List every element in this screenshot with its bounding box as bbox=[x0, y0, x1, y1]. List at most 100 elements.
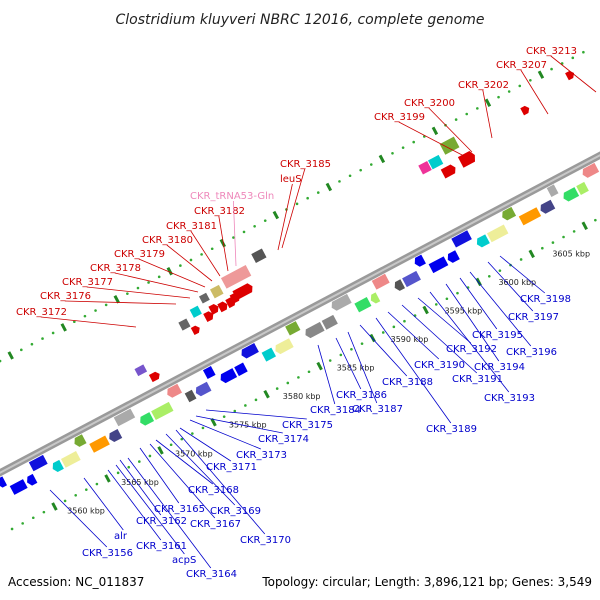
gene-arrow bbox=[565, 70, 575, 81]
gene-label: CKR_3190 bbox=[414, 360, 465, 371]
tick-dot bbox=[498, 269, 502, 272]
leader-line bbox=[281, 168, 306, 249]
gene-arrow bbox=[52, 459, 64, 472]
map-title: Clostridium kluyveri NBRC 12016, complet… bbox=[115, 12, 484, 28]
tick-dot bbox=[454, 118, 458, 121]
gene-feature bbox=[371, 273, 390, 290]
tick-dot bbox=[487, 274, 491, 278]
gene-label: CKR_3172 bbox=[16, 307, 67, 318]
gene-label: CKR_3169 bbox=[210, 506, 261, 517]
leader-line bbox=[445, 283, 500, 362]
leader-line bbox=[387, 311, 440, 360]
tick-dot bbox=[403, 319, 406, 323]
tick-mark bbox=[484, 98, 492, 107]
genome-backbone bbox=[0, 151, 600, 477]
tick-mark bbox=[528, 249, 535, 259]
scale-label: 3565 kbp bbox=[121, 478, 159, 487]
gene-label: CKR_3176 bbox=[40, 291, 91, 302]
gene-label: CKR_3177 bbox=[62, 277, 113, 288]
tick-dot bbox=[147, 281, 150, 284]
tick-dot bbox=[541, 246, 544, 250]
outer-tick-track bbox=[0, 50, 585, 363]
gene-arrow bbox=[203, 311, 214, 323]
tick-dot bbox=[127, 465, 131, 469]
tick-dot bbox=[42, 510, 46, 514]
tick-dot bbox=[169, 443, 173, 447]
leader-line bbox=[190, 230, 221, 277]
gene-feature bbox=[184, 389, 197, 403]
leader-line bbox=[195, 415, 283, 434]
gene-arrow bbox=[190, 325, 200, 336]
tick-mark bbox=[166, 266, 173, 276]
gene-label: CKR_3182 bbox=[194, 206, 245, 217]
tick-dot bbox=[307, 370, 311, 374]
tick-dot bbox=[30, 342, 34, 346]
tick-mark bbox=[537, 70, 545, 79]
tick-dot bbox=[572, 230, 576, 233]
gene-arrow bbox=[414, 254, 426, 267]
gene-feature bbox=[28, 454, 48, 472]
leader-line bbox=[115, 464, 185, 555]
gene-feature bbox=[60, 450, 81, 468]
tick-dot bbox=[189, 258, 193, 262]
gene-arrow bbox=[208, 303, 219, 315]
gene-arrow bbox=[217, 301, 228, 313]
gene-label: CKR_3193 bbox=[484, 393, 535, 404]
gene-arrow bbox=[394, 279, 406, 291]
tick-dot bbox=[434, 303, 438, 306]
topology-text: Topology: circular; Length: 3,896,121 bp… bbox=[261, 575, 592, 589]
tick-dot bbox=[391, 151, 394, 155]
gene-feature bbox=[354, 297, 372, 313]
tick-dot bbox=[594, 218, 597, 222]
tick-dot bbox=[316, 191, 320, 194]
tick-mark bbox=[219, 238, 227, 248]
gene-label: CKR_3156 bbox=[82, 548, 133, 559]
tick-dot bbox=[571, 56, 575, 60]
scale-label: 3585 kbp bbox=[337, 364, 375, 373]
gene-feature bbox=[113, 408, 136, 427]
gene-label: alr bbox=[114, 531, 128, 542]
gene-feature bbox=[202, 365, 216, 380]
tick-mark bbox=[7, 351, 14, 360]
tick-dot bbox=[350, 347, 353, 351]
gene-label: CKR_3164 bbox=[186, 569, 237, 580]
gene-feature bbox=[451, 230, 472, 248]
tick-dot bbox=[359, 168, 362, 172]
tick-mark bbox=[157, 446, 164, 455]
tick-dot bbox=[507, 90, 511, 93]
gene-label: CKR_3173 bbox=[236, 450, 287, 461]
gene-label: CKR_3179 bbox=[114, 249, 165, 260]
accession-text: Accession: NC_011837 bbox=[8, 575, 144, 589]
gene-label: CKR_3178 bbox=[90, 263, 141, 274]
tick-mark bbox=[210, 418, 217, 427]
leader-line bbox=[127, 457, 212, 569]
tick-mark bbox=[316, 361, 323, 371]
tick-dot bbox=[201, 426, 205, 430]
gene-arrow bbox=[140, 412, 155, 426]
tick-dot bbox=[519, 258, 523, 261]
gene-label: CKR_3180 bbox=[142, 235, 193, 246]
tick-dot bbox=[63, 499, 67, 503]
gene-feature bbox=[9, 479, 28, 495]
tick-dot bbox=[551, 241, 555, 244]
gene-feature bbox=[189, 305, 202, 318]
scale-label: 3595 kbp bbox=[445, 307, 483, 316]
tick-mark bbox=[378, 154, 386, 164]
gene-feature bbox=[178, 318, 191, 331]
tick-dot bbox=[412, 140, 416, 144]
leader-line bbox=[138, 258, 206, 288]
tick-dot bbox=[286, 381, 290, 385]
tick-mark bbox=[325, 182, 333, 192]
gene-label: CKR_3198 bbox=[520, 294, 571, 305]
leader-line bbox=[119, 459, 162, 516]
tick-dot bbox=[445, 297, 449, 301]
gene-label: CKR_3186 bbox=[336, 390, 387, 401]
scale-label: 3560 kbp bbox=[67, 506, 105, 515]
gene-feature bbox=[234, 362, 248, 377]
tick-dot bbox=[244, 404, 247, 407]
scale-label: 3600 kbp bbox=[498, 278, 536, 287]
leader-line bbox=[205, 409, 307, 420]
gene-feature bbox=[402, 270, 421, 288]
tick-dot bbox=[529, 79, 532, 82]
